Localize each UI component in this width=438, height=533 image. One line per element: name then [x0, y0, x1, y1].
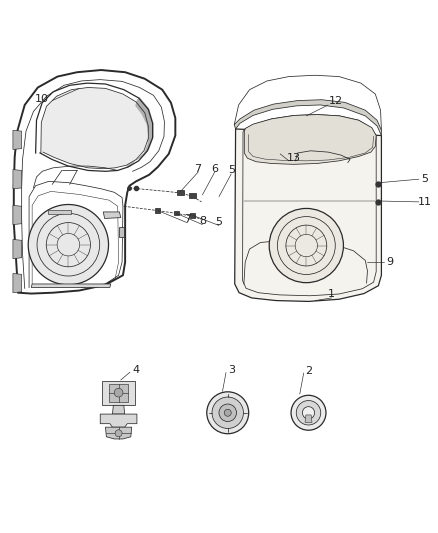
- Text: 12: 12: [329, 96, 343, 107]
- Text: 4: 4: [132, 366, 140, 375]
- Text: 7: 7: [184, 214, 191, 224]
- Circle shape: [296, 400, 321, 425]
- Text: 7: 7: [194, 164, 201, 174]
- Text: 11: 11: [418, 197, 432, 207]
- Circle shape: [269, 208, 343, 282]
- Text: 3: 3: [229, 366, 236, 375]
- Polygon shape: [244, 115, 376, 164]
- Polygon shape: [13, 169, 21, 189]
- Polygon shape: [109, 384, 128, 402]
- Text: 5: 5: [215, 217, 223, 227]
- Circle shape: [28, 205, 109, 285]
- Polygon shape: [190, 213, 195, 217]
- Polygon shape: [234, 100, 381, 135]
- Polygon shape: [13, 273, 21, 293]
- Text: 8: 8: [199, 216, 206, 226]
- Polygon shape: [127, 97, 153, 168]
- Circle shape: [291, 395, 326, 430]
- Text: 5: 5: [228, 165, 235, 175]
- Polygon shape: [155, 208, 160, 213]
- Polygon shape: [13, 239, 21, 259]
- Polygon shape: [13, 130, 21, 149]
- Polygon shape: [100, 414, 137, 427]
- Polygon shape: [41, 87, 148, 169]
- Circle shape: [224, 409, 231, 416]
- Circle shape: [114, 389, 123, 397]
- Circle shape: [212, 397, 244, 429]
- Text: 9: 9: [387, 257, 394, 267]
- Polygon shape: [102, 381, 135, 405]
- Circle shape: [219, 404, 237, 422]
- Circle shape: [115, 430, 122, 437]
- Polygon shape: [106, 427, 132, 439]
- Polygon shape: [103, 212, 121, 219]
- Text: 2: 2: [305, 366, 312, 376]
- Polygon shape: [305, 415, 312, 422]
- Polygon shape: [113, 405, 125, 414]
- Circle shape: [302, 407, 314, 419]
- Circle shape: [207, 392, 249, 434]
- Text: 13: 13: [287, 153, 301, 163]
- Polygon shape: [173, 211, 179, 215]
- Polygon shape: [119, 227, 124, 237]
- Text: 5: 5: [422, 174, 428, 184]
- Polygon shape: [235, 129, 381, 302]
- Text: 1: 1: [328, 289, 335, 300]
- Polygon shape: [189, 193, 196, 198]
- Polygon shape: [31, 284, 111, 287]
- Polygon shape: [13, 205, 21, 224]
- Text: 6: 6: [211, 164, 218, 174]
- Polygon shape: [48, 210, 71, 214]
- Polygon shape: [177, 190, 184, 195]
- Text: 10: 10: [35, 94, 49, 104]
